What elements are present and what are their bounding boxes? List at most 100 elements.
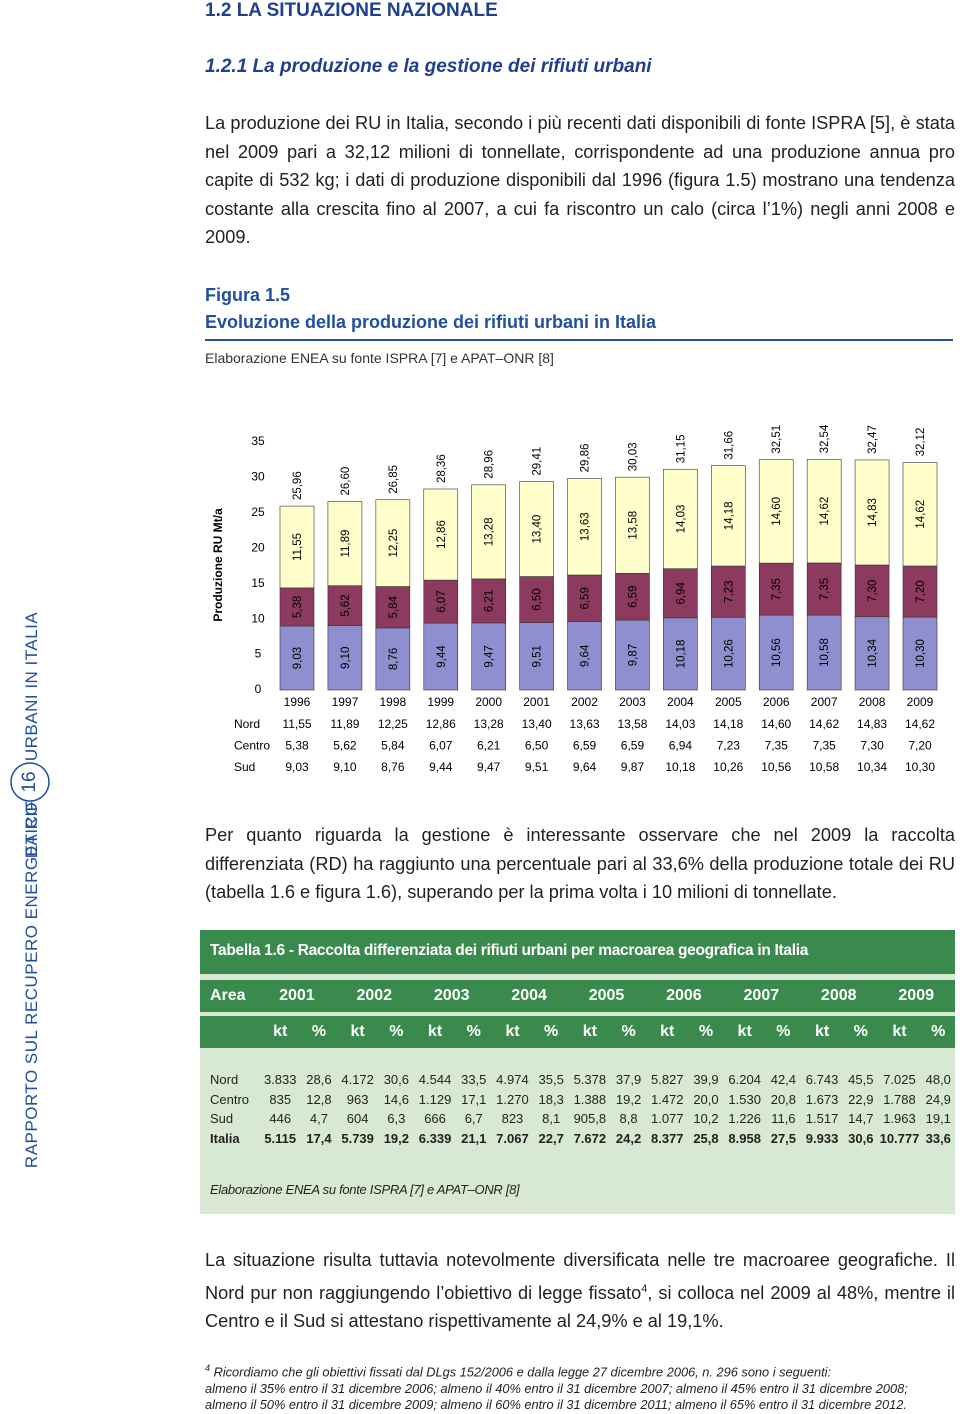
data-label: 10,58 (819, 638, 831, 667)
units-cell: % (931, 1023, 946, 1040)
units-cell: % (853, 1023, 868, 1040)
x-tick-label: 1999 (427, 695, 454, 709)
table-cell: 1.517 (805, 1111, 839, 1127)
y-tick-label: 0 (255, 682, 262, 696)
table-cell: 19,2 (615, 1091, 642, 1107)
units-cell: kt (737, 1023, 752, 1040)
table-cell: 5.115 (264, 1130, 297, 1146)
legend-label: Nord (234, 717, 260, 731)
units-cell: % (389, 1023, 404, 1040)
units-row: kt% kt% kt% kt% kt% kt% kt% kt% kt% (200, 1016, 955, 1048)
units-cell: % (311, 1023, 327, 1040)
total-label: 32,51 (771, 425, 783, 454)
bar-segment (854, 564, 890, 618)
data-label: 9,10 (340, 647, 352, 669)
table-value: 10,34 (857, 760, 887, 774)
header-cell: 2004 (511, 987, 547, 1004)
paragraph: La situazione risulta tuttavia notevolme… (205, 1246, 955, 1336)
table-value: 5,84 (381, 739, 405, 753)
y-tick-label: 20 (251, 540, 265, 554)
table-value: 14,83 (857, 717, 887, 731)
bar-segment (758, 562, 794, 616)
table-cell: 24,2 (615, 1130, 642, 1146)
units-cell: kt (273, 1023, 288, 1040)
table-cell: 5.827 (650, 1072, 684, 1088)
table-box: Tabella 1.6 - Raccolta differenziata dei… (200, 930, 955, 1214)
bar-segment (567, 621, 602, 691)
table-value: 14,03 (665, 717, 695, 731)
table-cell: 6.339 (418, 1130, 452, 1146)
total-label: 25,96 (292, 471, 304, 500)
table-cell: 6,3 (387, 1111, 406, 1127)
bar-segment (423, 579, 459, 624)
section-title: 1.2 LA SITUAZIONE NAZIONALE (205, 0, 498, 21)
data-label: 7,35 (819, 578, 831, 600)
units-cell: % (544, 1023, 559, 1040)
paragraph: La produzione dei RU in Italia, secondo … (205, 113, 955, 247)
rule (205, 339, 953, 341)
data-label: 14,60 (771, 497, 783, 526)
table-cell: 963 (346, 1091, 369, 1107)
units-cell: kt (892, 1023, 907, 1040)
data-label: 13,28 (484, 517, 496, 546)
table-cell: 4.544 (418, 1072, 452, 1088)
data-label: 12,25 (388, 529, 400, 558)
table-value: 10,58 (809, 760, 839, 774)
total-label: 26,85 (388, 465, 400, 494)
table-cell: 6.743 (805, 1072, 839, 1088)
data-label: 14,18 (723, 501, 735, 530)
table-cell: 1.077 (650, 1111, 684, 1127)
data-label: 14,03 (675, 505, 687, 534)
data-label: 6,59 (627, 586, 639, 608)
table-cell: Nord (210, 1072, 239, 1088)
figure-source: Elaborazione ENEA su fonte ISPRA [7] e A… (205, 350, 554, 366)
data-label: 9,87 (627, 644, 639, 666)
data-label: 14,62 (915, 500, 927, 529)
total-label: 32,54 (819, 424, 831, 453)
bar-segment (663, 468, 698, 569)
table-value: 9,47 (477, 760, 501, 774)
table-value: 9,44 (429, 760, 453, 774)
table-value: 6,59 (621, 739, 645, 753)
data-label: 5,62 (340, 594, 352, 616)
data-label: 6,50 (532, 588, 544, 610)
x-tick-label: 2005 (715, 695, 742, 709)
data-label: 10,56 (771, 638, 783, 667)
bar-segment (375, 499, 411, 587)
bar-segment (327, 625, 363, 691)
data-label: 12,86 (436, 520, 448, 549)
table-value: 6,59 (573, 739, 597, 753)
table-cell: 30,6 (848, 1130, 874, 1146)
table-cell: 604 (346, 1111, 369, 1127)
table-cell: 3.833 (263, 1072, 297, 1088)
table-cell: 4,7 (309, 1111, 328, 1127)
table-value: 7,35 (812, 739, 836, 753)
table-cell: 21,1 (461, 1130, 487, 1146)
y-tick-label: 15 (251, 576, 265, 590)
data-label: 5,38 (292, 596, 304, 618)
table-value: 14,60 (761, 717, 791, 731)
note-ref: 4 (641, 1282, 648, 1295)
total-label: 31,15 (675, 434, 687, 463)
table-cell: 10.777 (879, 1130, 920, 1146)
table-cell: 14,7 (848, 1111, 874, 1127)
header-cell: 2008 (820, 987, 857, 1004)
data-label: 9,64 (580, 644, 592, 667)
y-axis-label: Produzione RU Mt/a (211, 508, 225, 622)
table-cell: 48,0 (925, 1072, 951, 1088)
table-cell: 22,9 (848, 1091, 874, 1107)
text: La situazione risulta tuttavia notevolme… (205, 1250, 955, 1303)
data-label: 13,58 (627, 511, 639, 540)
table-value: 14,62 (905, 717, 935, 731)
table-cell: 35,5 (538, 1072, 564, 1088)
bar-segment (327, 585, 363, 626)
data-label: 6,21 (484, 590, 496, 612)
table-cell: 39,9 (693, 1072, 719, 1088)
header-cell: 2002 (356, 987, 393, 1004)
data-label: 13,40 (532, 515, 544, 544)
table-cell: 17,1 (461, 1091, 487, 1107)
y-tick-label: 10 (251, 611, 265, 625)
table-cell: 42,4 (770, 1072, 797, 1088)
data-label: 8,76 (388, 648, 400, 670)
bar-segment (663, 568, 698, 619)
